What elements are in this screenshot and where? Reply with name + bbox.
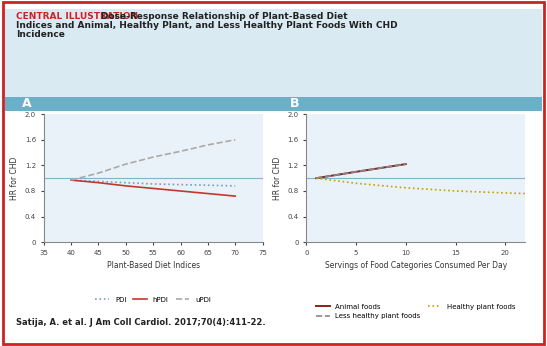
Legend: Animal foods, Less healthy plant foods, Healthy plant foods: Animal foods, Less healthy plant foods, … [313, 301, 519, 322]
X-axis label: Servings of Food Categories Consumed Per Day: Servings of Food Categories Consumed Per… [324, 261, 507, 270]
Text: A: A [22, 97, 32, 110]
Text: B: B [290, 97, 299, 110]
Text: Dose-Response Relationship of Plant-Based Diet: Dose-Response Relationship of Plant-Base… [101, 12, 348, 21]
Legend: PDI, hPDI, uPDI: PDI, hPDI, uPDI [92, 294, 214, 305]
Y-axis label: HR for CHD: HR for CHD [273, 156, 282, 200]
Text: Satija, A. et al. J Am Coll Cardiol. 2017;70(4):411-22.: Satija, A. et al. J Am Coll Cardiol. 201… [16, 318, 266, 327]
X-axis label: Plant-Based Diet Indices: Plant-Based Diet Indices [107, 261, 200, 270]
Text: CENTRAL ILLUSTRATION:: CENTRAL ILLUSTRATION: [16, 12, 146, 21]
Text: Indices and Animal, Healthy Plant, and Less Healthy Plant Foods With CHD: Indices and Animal, Healthy Plant, and L… [16, 21, 398, 30]
Y-axis label: HR for CHD: HR for CHD [10, 156, 19, 200]
Text: Incidence: Incidence [16, 30, 65, 39]
